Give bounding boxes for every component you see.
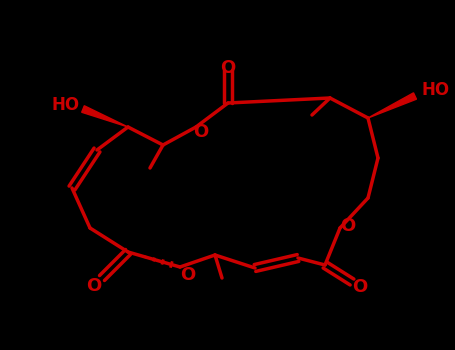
Text: O: O (180, 266, 196, 284)
Text: HO: HO (422, 81, 450, 99)
Text: O: O (86, 277, 101, 295)
Text: O: O (352, 278, 368, 296)
Text: O: O (220, 59, 236, 77)
Polygon shape (82, 106, 128, 127)
Text: O: O (193, 123, 209, 141)
Polygon shape (368, 93, 416, 118)
Text: HO: HO (52, 96, 80, 114)
Text: O: O (340, 217, 356, 235)
